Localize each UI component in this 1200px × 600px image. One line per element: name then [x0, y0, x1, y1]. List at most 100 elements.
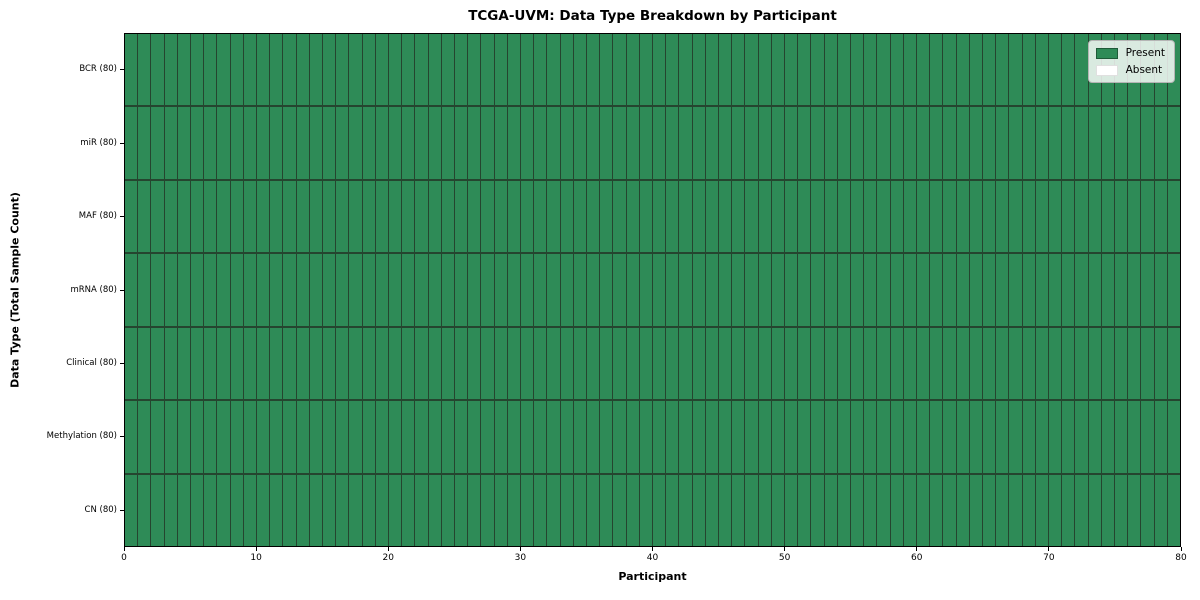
heatmap-cell [125, 401, 138, 473]
y-tick-mark [120, 69, 124, 71]
heatmap-cell [824, 254, 837, 326]
heatmap-cell [784, 254, 798, 326]
heatmap-cell [243, 180, 256, 253]
heatmap-cell [1009, 254, 1022, 326]
heatmap-cell [864, 327, 877, 400]
heatmap-cell [586, 401, 600, 473]
heatmap-cell [520, 474, 534, 546]
heatmap-cell [573, 474, 586, 546]
heatmap-cell [1101, 401, 1114, 473]
heatmap-cell [177, 474, 190, 546]
heatmap-cell [890, 34, 903, 106]
heatmap-cell [481, 180, 494, 253]
heatmap-cell [679, 180, 692, 253]
heatmap-cell [217, 401, 230, 473]
heatmap-cell [1075, 327, 1088, 400]
heatmap-cell [402, 180, 415, 253]
heatmap-cell [1062, 107, 1075, 179]
x-tick-mark [387, 547, 389, 551]
heatmap-cell [547, 107, 560, 179]
heatmap-cell [758, 34, 771, 106]
heatmap-cell [850, 180, 864, 253]
heatmap-cell [428, 474, 441, 546]
y-tick-mark [120, 142, 124, 144]
heatmap-cell [296, 34, 309, 106]
heatmap-cell [362, 180, 375, 253]
heatmap-cell [639, 474, 652, 546]
heatmap-cell [256, 34, 270, 106]
heatmap-cell [270, 180, 283, 253]
heatmap-cell [230, 34, 243, 106]
heatmap-cell [916, 401, 930, 473]
heatmap-cell [626, 107, 639, 179]
heatmap-cell [520, 107, 534, 179]
heatmap-cell [824, 180, 837, 253]
heatmap-cell [481, 327, 494, 400]
heatmap-cell [388, 401, 402, 473]
x-tick-label: 50 [778, 553, 791, 563]
heatmap-cell [230, 180, 243, 253]
heatmap-cell [732, 327, 745, 400]
heatmap-cell [349, 401, 362, 473]
heatmap-cell [877, 254, 890, 326]
heatmap-cell [362, 327, 375, 400]
heatmap-cell [903, 34, 916, 106]
heatmap-cell [547, 401, 560, 473]
heatmap-cell [507, 254, 520, 326]
heatmap-cell [798, 107, 811, 179]
heatmap-cell [798, 327, 811, 400]
heatmap-cell [600, 474, 613, 546]
heatmap-cell [507, 401, 520, 473]
heatmap-cell [718, 180, 732, 253]
heatmap-cell [1167, 327, 1180, 400]
y-tick-label: Clinical (80) [66, 357, 117, 368]
heatmap-cell [784, 180, 798, 253]
heatmap-cell [956, 401, 969, 473]
heatmap-cell [520, 34, 534, 106]
heatmap-cell [573, 327, 586, 400]
heatmap-cell [969, 401, 982, 473]
heatmap-cell [890, 474, 903, 546]
heatmap-cell [758, 327, 771, 400]
heatmap-cell [1048, 474, 1062, 546]
heatmap-cell [798, 401, 811, 473]
heatmap-cell [811, 34, 824, 106]
heatmap-cell [1114, 474, 1128, 546]
heatmap-cell [705, 401, 718, 473]
heatmap-grid [125, 34, 1180, 546]
heatmap-cell [190, 107, 204, 179]
heatmap-cell [388, 474, 402, 546]
heatmap-cell [441, 254, 454, 326]
heatmap-cell [758, 107, 771, 179]
heatmap-cell [428, 107, 441, 179]
y-tick-label: MAF (80) [78, 211, 117, 222]
heatmap-cell [388, 107, 402, 179]
heatmap-cell [824, 474, 837, 546]
heatmap-cell [1048, 180, 1062, 253]
heatmap-cell [415, 107, 428, 179]
heatmap-cell [428, 327, 441, 400]
heatmap-cell [824, 107, 837, 179]
heatmap-cell [454, 107, 468, 179]
heatmap-cell [666, 107, 679, 179]
heatmap-cell [177, 327, 190, 400]
heatmap-cell [956, 180, 969, 253]
heatmap-cell [1048, 254, 1062, 326]
heatmap-cell [1154, 254, 1167, 326]
heatmap-cell [1101, 474, 1114, 546]
heatmap-cell [666, 401, 679, 473]
heatmap-cell [639, 34, 652, 106]
heatmap-cell [125, 474, 138, 546]
heatmap-cell [1035, 107, 1048, 179]
heatmap-cell [692, 254, 705, 326]
heatmap-cell [1009, 180, 1022, 253]
heatmap-cell [1101, 254, 1114, 326]
heatmap-cell [969, 180, 982, 253]
heatmap-cell [230, 107, 243, 179]
heatmap-cell [956, 34, 969, 106]
heatmap-cell [613, 401, 626, 473]
heatmap-cell [428, 180, 441, 253]
heatmap-cell [864, 254, 877, 326]
heatmap-cell [930, 327, 943, 400]
heatmap-cell [877, 180, 890, 253]
